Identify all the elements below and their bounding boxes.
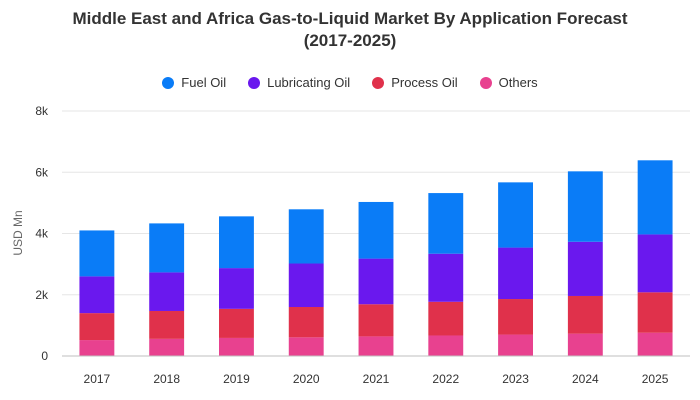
y-tick-label-2k: 2k [35, 288, 49, 302]
bar-layer [79, 160, 673, 356]
bar-others-2017[interactable] [79, 340, 115, 356]
bar-fuel-oil-2019[interactable] [219, 216, 254, 269]
x-tick-label-2024: 2024 [572, 372, 599, 386]
y-tick-label-0: 0 [41, 349, 48, 363]
x-tick-label-2023: 2023 [502, 372, 529, 386]
bar-lubricating-oil-2022[interactable] [428, 253, 464, 302]
legend-swatch-others [479, 76, 492, 89]
bar-fuel-oil-2024[interactable] [567, 171, 603, 242]
bar-lubricating-oil-2018[interactable] [149, 272, 185, 311]
legend-swatch-lubricating-oil [248, 76, 261, 89]
bar-process-oil-2020[interactable] [288, 307, 324, 338]
y-axis-title: USD Mn [11, 210, 25, 255]
legend-swatch-fuel-oil [162, 76, 175, 89]
bar-others-2023[interactable] [498, 334, 533, 356]
axis-layer: 0 2k 4k 6k 8k 2017 2018 2019 2020 2021 2022 2023 202… [35, 104, 690, 386]
bar-process-oil-2018[interactable] [149, 310, 185, 339]
bar-process-oil-2017[interactable] [79, 313, 115, 341]
x-tick-label-2019: 2019 [223, 372, 250, 386]
bar-fuel-oil-2023[interactable] [498, 182, 533, 248]
chart-legend: Fuel Oil Lubricating Oil Process Oil Oth… [0, 75, 700, 90]
bar-lubricating-oil-2024[interactable] [567, 241, 603, 296]
bar-process-oil-2019[interactable] [219, 308, 254, 338]
bar-lubricating-oil-2023[interactable] [498, 247, 533, 300]
x-tick-label-2021: 2021 [363, 372, 390, 386]
x-tick-label-2020: 2020 [293, 372, 320, 386]
legend-label-others: Others [498, 75, 538, 90]
chart-title-line-2: (2017-2025) [303, 31, 397, 50]
bar-fuel-oil-2025[interactable] [637, 160, 673, 235]
bar-others-2022[interactable] [428, 335, 464, 356]
legend-label-lubricating-oil: Lubricating Oil [267, 75, 351, 90]
x-tick-label-2017: 2017 [84, 372, 111, 386]
bar-process-oil-2024[interactable] [567, 295, 603, 334]
legend-item-lubricating-oil[interactable]: Lubricating Oil [248, 75, 350, 90]
y-tick-label-8k: 8k [35, 104, 49, 118]
bar-fuel-oil-2022[interactable] [428, 193, 464, 254]
bar-lubricating-oil-2021[interactable] [358, 258, 394, 305]
bar-fuel-oil-2017[interactable] [79, 230, 115, 277]
bar-process-oil-2022[interactable] [428, 301, 464, 336]
x-tick-label-2018: 2018 [153, 372, 180, 386]
legend-item-others[interactable]: Others [479, 75, 538, 90]
bar-others-2019[interactable] [219, 337, 254, 356]
bar-lubricating-oil-2019[interactable] [219, 268, 254, 309]
y-tick-label-6k: 6k [35, 165, 49, 179]
bar-lubricating-oil-2017[interactable] [79, 276, 115, 314]
legend-item-fuel-oil[interactable]: Fuel Oil [162, 75, 226, 90]
bar-others-2018[interactable] [149, 338, 185, 356]
bar-others-2025[interactable] [637, 332, 673, 356]
y-tick-label-4k: 4k [35, 227, 49, 241]
bar-others-2020[interactable] [288, 337, 324, 356]
legend-item-process-oil[interactable]: Process Oil [372, 75, 458, 90]
legend-label-process-oil: Process Oil [391, 75, 458, 90]
bar-fuel-oil-2018[interactable] [149, 223, 185, 273]
bar-fuel-oil-2020[interactable] [288, 209, 324, 264]
chart-title-line-1: Middle East and Africa Gas-to-Liquid Mar… [72, 9, 628, 28]
legend-swatch-process-oil [372, 76, 385, 89]
bar-process-oil-2023[interactable] [498, 299, 533, 335]
x-tick-label-2025: 2025 [642, 372, 669, 386]
legend-label-fuel-oil: Fuel Oil [181, 75, 227, 90]
bar-process-oil-2021[interactable] [358, 304, 394, 337]
bar-others-2024[interactable] [567, 333, 603, 356]
bar-lubricating-oil-2020[interactable] [288, 263, 324, 307]
x-tick-label-2022: 2022 [432, 372, 459, 386]
chart-title: Middle East and Africa Gas-to-Liquid Mar… [0, 8, 700, 52]
bar-others-2021[interactable] [358, 336, 394, 356]
bar-process-oil-2025[interactable] [637, 292, 673, 333]
bar-fuel-oil-2021[interactable] [358, 201, 394, 259]
bar-lubricating-oil-2025[interactable] [637, 234, 673, 293]
